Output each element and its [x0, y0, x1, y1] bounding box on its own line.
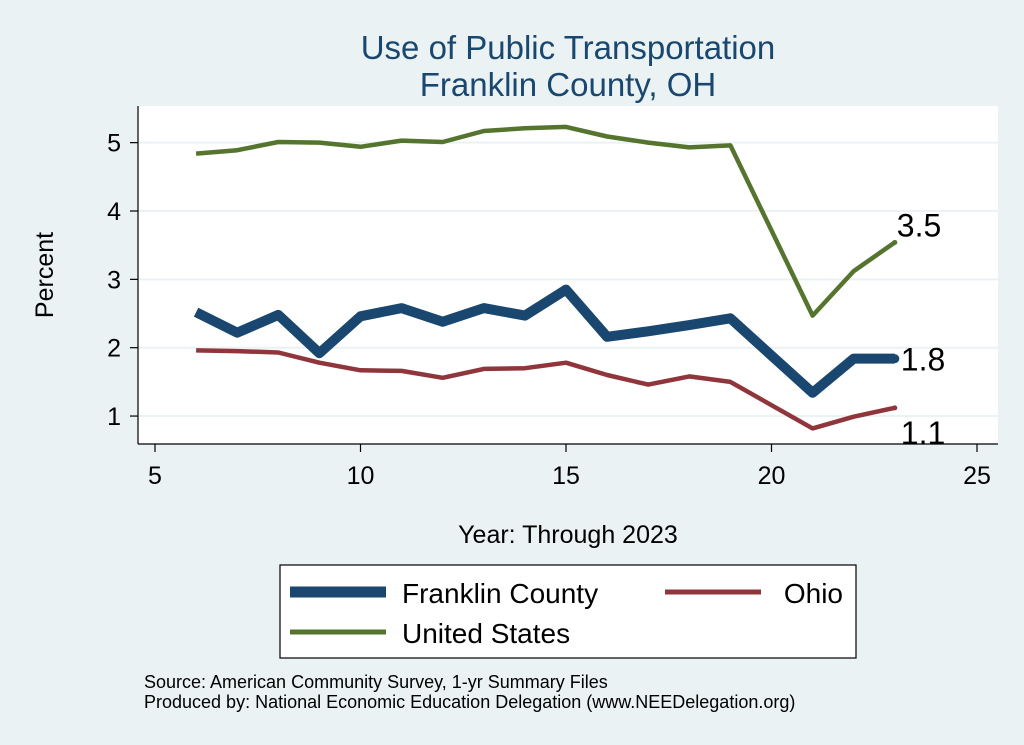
series-line-franklin-county: [193, 284, 895, 398]
series-lines: [193, 124, 897, 431]
plot-area: [138, 106, 998, 444]
x-tick-label: 20: [758, 462, 786, 490]
y-tick-label: 1: [107, 403, 121, 431]
end-point-ohio: [892, 405, 898, 411]
legend-label-united-states: United States: [402, 618, 570, 649]
end-point-united-states: [892, 239, 898, 245]
end-label-united-states: 3.5: [897, 207, 941, 243]
axis-ticks: 1 2 3 4 5 5 10 15 20 25: [107, 130, 991, 490]
y-tick-label: 5: [107, 130, 121, 158]
x-tick-label: 25: [963, 462, 991, 490]
legend: Franklin County Ohio United States: [279, 564, 857, 659]
chart-title-line-2: Franklin County, OH: [420, 66, 716, 103]
x-axis-title: Year: Through 2023: [458, 521, 678, 549]
series-line-ohio: [196, 348, 896, 431]
x-tick-label: 5: [148, 462, 162, 490]
legend-label-ohio: Ohio: [784, 578, 843, 609]
producer-note: Produced by: National Economic Education…: [144, 692, 795, 712]
end-labels: 1.8 1.1 3.5: [890, 207, 945, 451]
x-tick-label: 15: [552, 462, 580, 490]
x-tick-label: 10: [347, 462, 375, 490]
y-tick-label: 3: [107, 266, 121, 294]
y-tick-label: 4: [107, 198, 121, 226]
legend-box: [279, 564, 857, 659]
end-label-franklin-county: 1.8: [901, 342, 945, 378]
legend-label-franklin-county: Franklin County: [402, 578, 598, 609]
chart-title-line-1: Use of Public Transportation: [361, 29, 776, 66]
end-label-ohio: 1.1: [901, 415, 945, 451]
source-note: Source: American Community Survey, 1-yr …: [144, 672, 608, 692]
end-point-franklin-county: [890, 354, 900, 364]
y-tick-label: 2: [107, 335, 121, 363]
y-axis-title: Percent: [31, 232, 59, 318]
series-line-united-states: [195, 124, 897, 318]
